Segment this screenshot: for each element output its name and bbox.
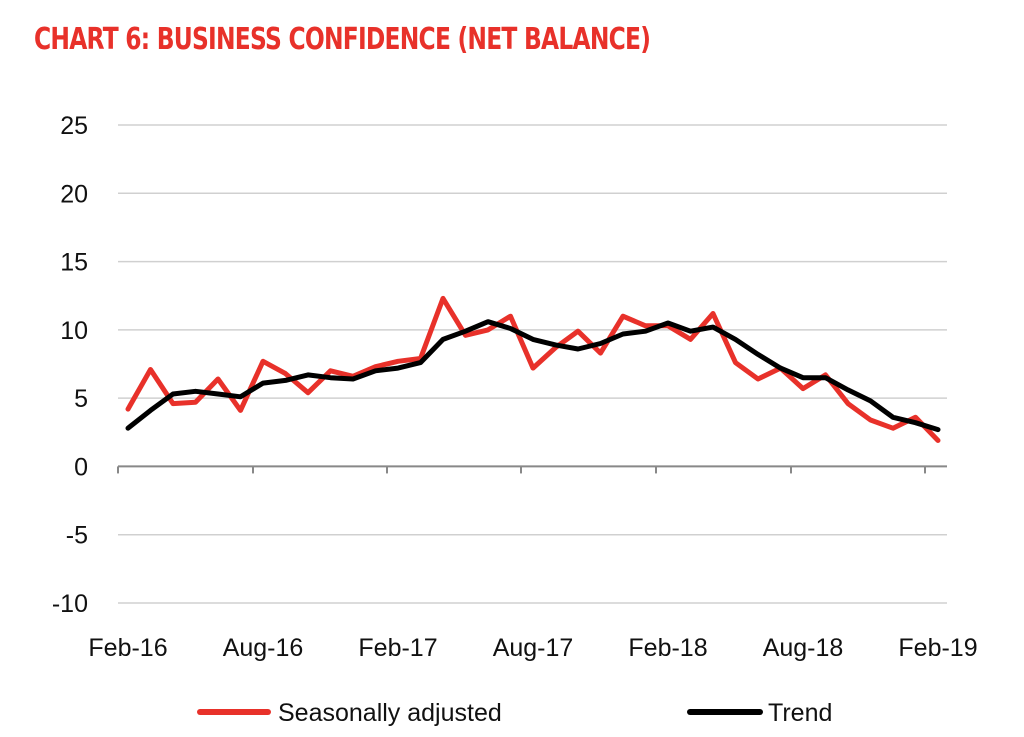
chart-title: CHART 6: BUSINESS CONFIDENCE (NET BALANC… (34, 22, 651, 57)
x-tick-label: Aug-16 (223, 634, 304, 662)
x-axis (117, 465, 947, 474)
series-lines (125, 295, 941, 443)
y-tick-label: 25 (60, 112, 88, 140)
legend-label-seasonally-adjusted: Seasonally adjusted (278, 699, 502, 727)
y-tick-label: 20 (60, 180, 88, 208)
x-tick-label: Feb-19 (898, 634, 977, 662)
y-tick-label: 5 (74, 385, 88, 413)
series-line-seasonally-adjusted (125, 295, 941, 443)
x-tick-label: Aug-18 (763, 634, 844, 662)
legend: Seasonally adjusted Trend (197, 699, 832, 727)
y-axis-labels: -10 -5 0 5 10 15 20 25 (52, 112, 88, 618)
y-tick-label: 0 (74, 453, 88, 481)
gridlines (118, 124, 947, 604)
y-tick-label: 10 (60, 317, 88, 345)
y-tick-label: 15 (60, 249, 88, 277)
y-tick-label: -5 (66, 522, 88, 550)
x-tick-label: Feb-18 (628, 634, 707, 662)
legend-label-trend: Trend (768, 699, 832, 727)
x-axis-labels: Feb-16 Aug-16 Feb-17 Aug-17 Feb-18 Aug-18 Feb-… (88, 634, 977, 662)
x-tick-label: Aug-17 (493, 634, 574, 662)
x-tick-label: Feb-16 (88, 634, 167, 662)
series-line-trend (125, 319, 941, 433)
y-tick-label: -10 (52, 590, 88, 618)
x-tick-label: Feb-17 (358, 634, 437, 662)
